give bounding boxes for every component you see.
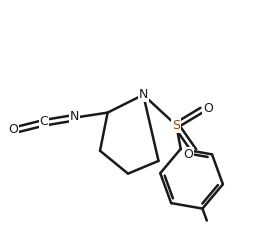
Text: N: N bbox=[70, 110, 79, 123]
Text: O: O bbox=[183, 148, 193, 161]
Text: O: O bbox=[9, 123, 18, 136]
Text: C: C bbox=[40, 115, 48, 128]
Text: O: O bbox=[203, 102, 213, 115]
Text: N: N bbox=[138, 88, 148, 101]
Text: S: S bbox=[172, 119, 180, 132]
